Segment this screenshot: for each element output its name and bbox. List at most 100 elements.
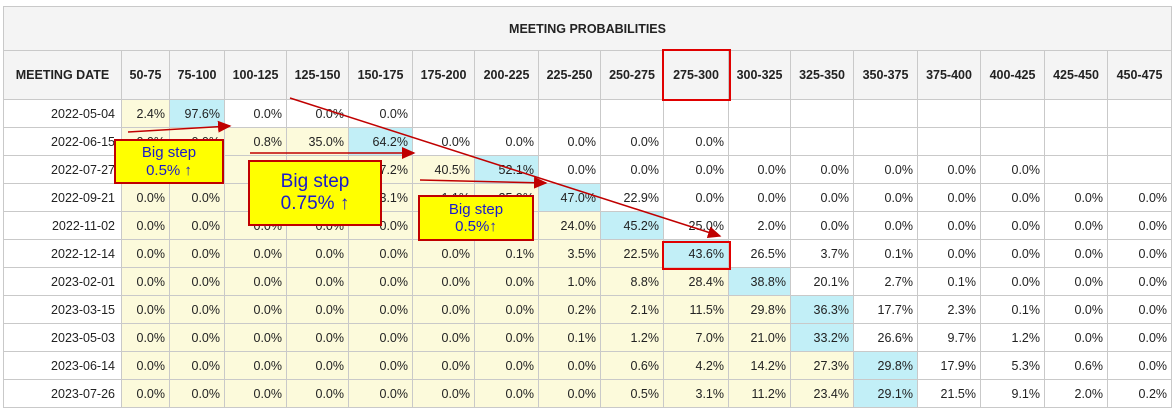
probability-cell: 0.8% (224, 127, 287, 156)
probability-cell: 0.6% (600, 351, 664, 380)
probability-cell: 14.2% (728, 351, 791, 380)
probability-cell: 0.0% (169, 323, 225, 352)
probability-cell: 3.1% (663, 379, 729, 408)
probability-cell: 0.0% (980, 183, 1045, 212)
probability-cell: 0.1% (853, 239, 918, 268)
probability-cell: 1.2% (980, 323, 1045, 352)
probability-cell: 21.0% (728, 323, 791, 352)
probability-cell: 97.6% (169, 99, 225, 128)
probability-cell: 3.7% (790, 239, 854, 268)
probability-cell: 0.0% (1044, 323, 1108, 352)
arrow-step-1 (127, 120, 232, 133)
probability-cell: 0.0% (121, 239, 170, 268)
probability-cell: 0.0% (412, 379, 475, 408)
probability-cell: 2.0% (1044, 379, 1108, 408)
column-header-range: 150-175 (348, 50, 413, 100)
probability-cell: 23.4% (790, 379, 854, 408)
callout-big-step-0-5-second: Big step 0.5%↑ (418, 195, 534, 241)
probability-cell: 0.0% (538, 127, 601, 156)
probability-cell: 43.6% (663, 239, 729, 268)
probability-cell: 0.0% (663, 127, 729, 156)
probability-cell: 0.0% (1106, 295, 1173, 324)
probability-cell (1106, 127, 1173, 156)
probability-cell: 0.0% (286, 379, 349, 408)
probability-cell: 0.0% (600, 155, 664, 184)
probability-cell: 0.0% (121, 323, 170, 352)
table-row: 2023-07-26 0.0% 0.0% 0.0% 0.0% 0.0% 0.0% 0.0% 0.… (3, 379, 1173, 408)
probability-cell: 0.0% (790, 183, 854, 212)
column-header-range: 350-375 (853, 50, 918, 100)
probability-cell: 0.0% (169, 183, 225, 212)
probability-cell: 0.0% (169, 239, 225, 268)
column-header-range: 225-250 (538, 50, 601, 100)
probability-cell: 0.0% (917, 155, 981, 184)
probability-cell (412, 99, 475, 128)
probability-cell: 0.6% (1044, 351, 1108, 380)
probability-cell: 0.0% (224, 239, 287, 268)
table-row: 2023-06-14 0.0% 0.0% 0.0% 0.0% 0.0% 0.0% 0.0% 0.… (3, 351, 1173, 380)
column-header-range: 425-450 (1044, 50, 1108, 100)
callout-2-line2: 0.75% ↑ (280, 193, 350, 214)
probability-cell: 11.2% (728, 379, 791, 408)
column-header-range: 275-300 (663, 50, 729, 100)
meeting-date-cell: 2023-05-03 (3, 323, 122, 352)
probability-cell: 45.2% (600, 211, 664, 240)
probability-cell: 26.5% (728, 239, 791, 268)
probability-cell: 0.0% (474, 379, 539, 408)
probability-cell: 0.1% (474, 239, 539, 268)
table-row: 2023-05-03 0.0% 0.0% 0.0% 0.0% 0.0% 0.0% 0.0% 0.… (3, 323, 1173, 352)
meeting-date-cell: 2023-02-01 (3, 267, 122, 296)
probability-cell: 0.0% (412, 351, 475, 380)
probability-cell: 28.4% (663, 267, 729, 296)
probability-cell (600, 99, 664, 128)
probability-cell: 38.8% (728, 267, 791, 296)
probability-cell (1044, 127, 1108, 156)
probability-cell: 0.0% (663, 155, 729, 184)
callout-1-line2: 0.5% ↑ (146, 161, 192, 179)
probability-cell: 9.7% (917, 323, 981, 352)
probability-cell: 0.0% (348, 99, 413, 128)
column-header-range: 250-275 (600, 50, 664, 100)
probability-cell: 0.0% (1106, 183, 1173, 212)
probability-cell: 24.0% (538, 211, 601, 240)
probability-cell: 0.0% (980, 239, 1045, 268)
probability-cell: 0.0% (286, 239, 349, 268)
column-header-range: 100-125 (224, 50, 287, 100)
probability-cell (980, 99, 1045, 128)
table-title: MEETING PROBABILITIES (2, 6, 1173, 51)
table-row: 2023-03-15 0.0% 0.0% 0.0% 0.0% 0.0% 0.0% 0.0% 0.… (3, 295, 1173, 324)
probability-cell: 0.0% (121, 379, 170, 408)
probability-cell: 0.0% (538, 379, 601, 408)
probability-cell: 0.0% (121, 183, 170, 212)
column-header-range: 125-150 (286, 50, 349, 100)
probability-cell: 0.0% (412, 267, 475, 296)
probability-cell: 1.0% (538, 267, 601, 296)
probability-cell: 0.0% (224, 295, 287, 324)
probability-cell (917, 99, 981, 128)
meeting-date-cell: 2023-03-15 (3, 295, 122, 324)
probability-cell: 33.2% (790, 323, 854, 352)
probability-cell: 0.0% (286, 351, 349, 380)
column-header-range: 175-200 (412, 50, 475, 100)
probability-cell: 29.8% (728, 295, 791, 324)
probability-cell (1106, 155, 1173, 184)
table-row: 2022-05-04 2.4% 97.6% 0.0% 0.0% 0.0% (3, 99, 1173, 128)
probability-cell: 0.0% (348, 267, 413, 296)
probability-cell (790, 99, 854, 128)
meeting-date-cell: 2022-06-15 (3, 127, 122, 156)
probability-cell (853, 99, 918, 128)
probability-cell: 0.2% (538, 295, 601, 324)
probability-cell: 29.8% (853, 351, 918, 380)
column-header-range: 200-225 (474, 50, 539, 100)
probability-cell: 0.0% (1044, 183, 1108, 212)
probability-cell (1106, 99, 1173, 128)
probability-cell: 0.0% (169, 211, 225, 240)
probability-cell: 17.7% (853, 295, 918, 324)
probability-cell: 1.2% (600, 323, 664, 352)
probability-cell: 0.1% (917, 267, 981, 296)
probability-cell: 0.0% (600, 127, 664, 156)
probability-cell: 8.8% (600, 267, 664, 296)
callout-1-line1: Big step (141, 144, 197, 162)
probability-cell: 0.0% (790, 155, 854, 184)
probability-cell: 0.0% (169, 379, 225, 408)
